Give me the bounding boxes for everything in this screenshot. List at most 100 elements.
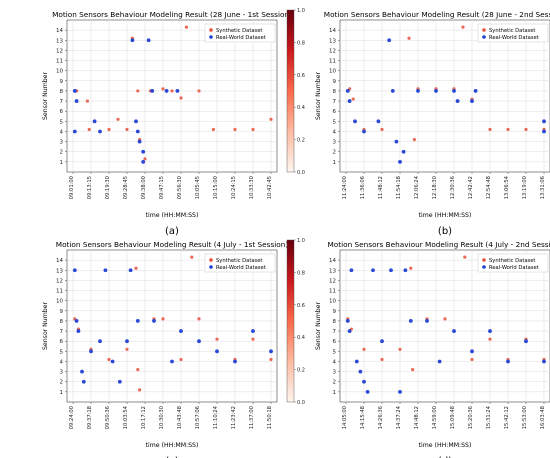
real-world-point bbox=[353, 119, 357, 124]
chart-title: Motion Sensors Behaviour Modeling Result… bbox=[327, 240, 550, 249]
x-tick-label: 14:05:00 bbox=[342, 406, 348, 429]
y-tick-label: 13 bbox=[56, 268, 63, 274]
y-tick-label: 1 bbox=[60, 160, 64, 166]
x-tick-label: 10:17:12 bbox=[141, 406, 147, 429]
y-tick-label: 13 bbox=[56, 38, 63, 44]
synthetic-point bbox=[197, 89, 201, 93]
synthetic-point bbox=[443, 317, 447, 321]
real-world-point bbox=[170, 359, 174, 364]
synthetic-point bbox=[136, 89, 140, 93]
synthetic-point bbox=[251, 127, 255, 132]
real-world-point bbox=[345, 89, 350, 93]
real-world-point bbox=[425, 319, 429, 323]
x-tick-label: 12:18:30 bbox=[432, 176, 438, 199]
x-axis-label: time (HH:MM:SS) bbox=[146, 212, 199, 219]
y-tick-label: 4 bbox=[333, 129, 337, 135]
y-axis-label: Sensor Number bbox=[315, 72, 322, 120]
x-tick-label: 13:19:00 bbox=[522, 176, 528, 199]
x-axis-label: time (HH:MM:SS) bbox=[146, 442, 199, 449]
real-world-point bbox=[398, 389, 402, 394]
real-world-point bbox=[347, 329, 352, 333]
synthetic-point bbox=[461, 25, 465, 29]
y-tick-label: 6 bbox=[60, 109, 64, 115]
x-tick-label: 09:37:18 bbox=[87, 406, 93, 429]
y-tick-label: 9 bbox=[333, 309, 337, 315]
y-tick-label: 4 bbox=[60, 129, 64, 135]
real-world-point bbox=[128, 268, 133, 273]
real-world-point bbox=[470, 349, 474, 354]
chart-panel-0: Motion Sensors Behaviour Modeling Result… bbox=[42, 8, 305, 237]
x-tick-label: 11:37:00 bbox=[249, 406, 255, 429]
x-tick-label: 10:43:48 bbox=[177, 406, 183, 429]
legend-marker bbox=[209, 265, 213, 269]
y-tick-label: 5 bbox=[60, 349, 64, 355]
y-tick-label: 8 bbox=[333, 319, 337, 325]
y-tick-label: 1 bbox=[60, 390, 64, 396]
y-tick-label: 7 bbox=[60, 99, 64, 105]
real-world-point bbox=[473, 89, 478, 93]
legend-box bbox=[204, 253, 276, 273]
real-world-point bbox=[215, 349, 219, 354]
synthetic-point bbox=[211, 127, 215, 132]
colorbar-tick-label: 0.2 bbox=[297, 138, 305, 144]
real-world-point bbox=[389, 268, 393, 273]
x-tick-label: 13:31:06 bbox=[540, 176, 546, 199]
real-world-point bbox=[376, 119, 381, 124]
colorbar bbox=[286, 239, 295, 403]
synthetic-point bbox=[197, 317, 201, 321]
y-tick-label: 8 bbox=[333, 89, 337, 95]
real-world-point bbox=[452, 89, 456, 93]
x-tick-label: 12:54:48 bbox=[486, 176, 492, 199]
y-tick-label: 11 bbox=[56, 289, 63, 295]
real-world-point bbox=[251, 329, 255, 333]
y-tick-label: 3 bbox=[60, 370, 64, 376]
x-tick-label: 10:42:45 bbox=[267, 176, 273, 199]
y-tick-label: 10 bbox=[56, 299, 63, 305]
real-world-point bbox=[137, 139, 142, 144]
y-tick-label: 5 bbox=[333, 349, 337, 355]
y-tick-label: 9 bbox=[60, 79, 64, 85]
panel-caption: (a) bbox=[165, 226, 179, 237]
x-tick-label: 11:10:24 bbox=[213, 405, 219, 429]
real-world-point bbox=[197, 339, 201, 344]
colorbar-tick-label: 0.4 bbox=[297, 335, 305, 341]
y-tick-label: 7 bbox=[333, 329, 337, 335]
chart-panel-1: Motion Sensors Behaviour Modeling Result… bbox=[315, 10, 550, 237]
x-tick-label: 11:48:12 bbox=[378, 176, 384, 199]
synthetic-point bbox=[269, 117, 273, 121]
real-world-point bbox=[76, 329, 81, 333]
legend-entry: Real-World Dataset bbox=[216, 265, 266, 271]
x-tick-label: 10:57:06 bbox=[195, 406, 201, 429]
legend-marker bbox=[482, 28, 486, 32]
y-tick-label: 10 bbox=[329, 299, 336, 305]
legend-entry: Real-World Dataset bbox=[489, 35, 539, 41]
x-tick-label: 11:24:00 bbox=[342, 176, 348, 199]
real-world-point bbox=[141, 159, 146, 164]
synthetic-point bbox=[161, 87, 165, 91]
x-tick-label: 14:26:36 bbox=[378, 406, 384, 429]
colorbar bbox=[286, 9, 295, 173]
legend-entry: Synthetic Dataset bbox=[216, 258, 262, 264]
y-tick-label: 6 bbox=[333, 109, 337, 115]
synthetic-point bbox=[125, 347, 129, 351]
synthetic-point bbox=[411, 367, 415, 372]
real-world-point bbox=[72, 89, 77, 93]
y-tick-label: 13 bbox=[329, 268, 336, 274]
real-world-point bbox=[110, 359, 115, 364]
colorbar-tick-label: 0.8 bbox=[297, 270, 305, 276]
legend-entry: Real-World Dataset bbox=[216, 35, 266, 41]
x-tick-label: 11:54:18 bbox=[396, 176, 402, 199]
colorbar-tick-label: 1.0 bbox=[297, 238, 305, 244]
chart-title: Motion Sensors Behaviour Modeling Result… bbox=[56, 240, 289, 249]
y-tick-label: 10 bbox=[56, 69, 63, 75]
real-world-point bbox=[506, 359, 510, 364]
real-world-point bbox=[394, 139, 399, 144]
legend-entry: Synthetic Dataset bbox=[489, 28, 535, 34]
real-world-point bbox=[152, 319, 156, 323]
x-tick-label: 11:36:06 bbox=[360, 176, 366, 199]
synthetic-point bbox=[107, 127, 111, 132]
synthetic-point bbox=[87, 127, 91, 132]
real-world-point bbox=[349, 268, 354, 273]
y-tick-label: 3 bbox=[333, 370, 337, 376]
colorbar-tick-label: 0.6 bbox=[297, 303, 305, 309]
